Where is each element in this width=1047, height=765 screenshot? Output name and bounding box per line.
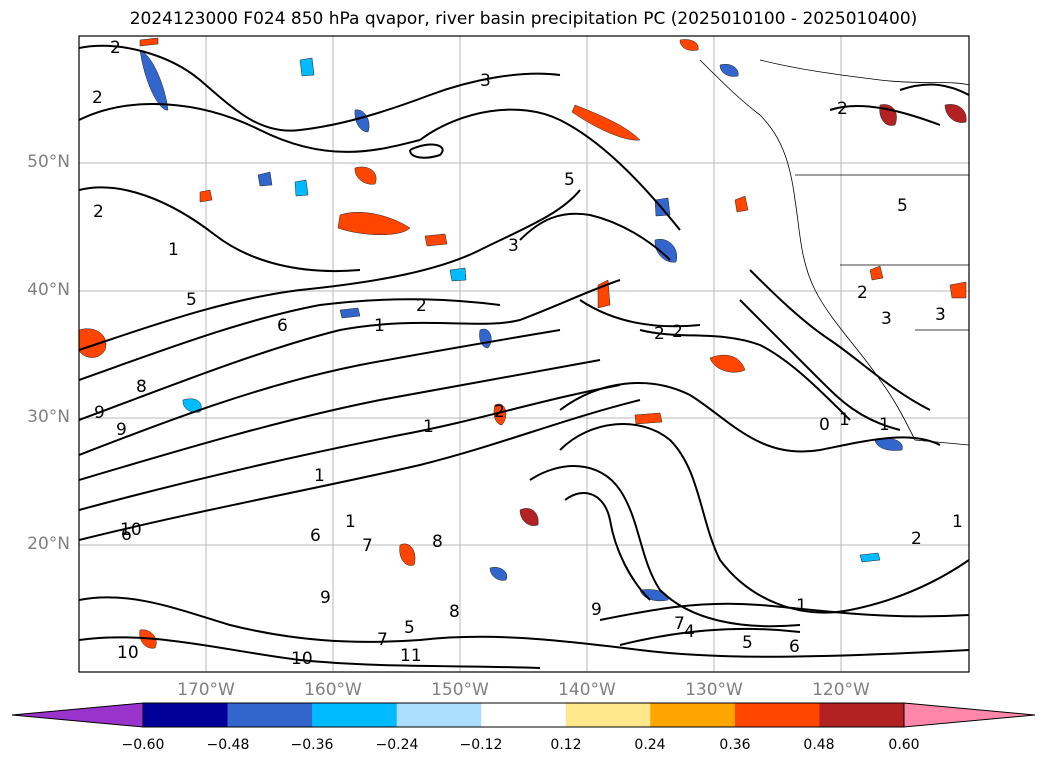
contour-label: 2: [857, 283, 868, 303]
colorbar: [11, 702, 1036, 728]
contour-label: 6: [277, 316, 288, 336]
contour-label: 6: [789, 637, 800, 657]
contour-label: 1: [952, 512, 963, 532]
plot-frame: [78, 35, 970, 673]
lon-label-170w: 170°W: [177, 680, 235, 700]
graticule: [79, 36, 969, 672]
contour-label: 10: [291, 649, 313, 669]
contour-label: 6: [121, 525, 132, 545]
contour-label: 1: [879, 415, 890, 435]
colorbar-cell: [481, 703, 567, 727]
colorbar-cell: [312, 703, 398, 727]
contour-label: 2: [911, 529, 922, 549]
map-title: 2024123000 F024 850 hPa qvapor, river ba…: [129, 9, 918, 29]
contour-label: 2: [92, 88, 103, 108]
contour-label: 5: [742, 633, 753, 653]
precip-patches: [79, 37, 967, 649]
contour-label: 10: [120, 520, 142, 540]
contour-label: 3: [508, 236, 519, 256]
colorbar-cell: [734, 703, 820, 727]
contour-label: 1: [796, 596, 807, 616]
contour-label: 9: [116, 420, 127, 440]
lon-label-150w: 150°W: [431, 680, 489, 700]
contour-label: 3: [480, 71, 491, 91]
contour-label: 1: [423, 417, 434, 437]
contour-label: 9: [320, 588, 331, 608]
colorbar-tick: 0.24: [634, 737, 666, 753]
contour-label: 1: [839, 410, 850, 430]
contour-label: 2: [837, 99, 848, 119]
contour-label: 1: [168, 240, 179, 260]
colorbar-tick: 0.60: [888, 737, 920, 753]
contour-label: 8: [432, 532, 443, 552]
colorbar-cell: [565, 703, 651, 727]
contour-label: 3: [935, 305, 946, 325]
colorbar-cell: [143, 703, 229, 727]
colorbar-cell: [819, 703, 905, 727]
colorbar-tick: −0.60: [121, 737, 165, 753]
colorbar-extend-high: [903, 702, 1036, 728]
qvapor-contours: [79, 44, 969, 669]
contour-label: 4: [684, 622, 695, 642]
contour-label: 9: [94, 403, 105, 423]
contour-label: 5: [564, 170, 575, 190]
contour-label: 1: [345, 512, 356, 532]
contour-label: 0: [819, 415, 830, 435]
contour-label: 2: [93, 202, 104, 222]
contour-label: 7: [674, 614, 685, 634]
colorbar-extend-low: [11, 702, 144, 728]
contour-label: 2: [110, 38, 121, 58]
contour-label: 2: [416, 296, 427, 316]
colorbar-tick: −0.12: [459, 737, 503, 753]
contour-label: 6: [310, 526, 321, 546]
contour-label: 1: [314, 466, 325, 486]
lat-label-20n: 20°N: [27, 534, 70, 554]
contour-label: 7: [362, 536, 373, 556]
lon-label-120w: 120°W: [812, 680, 870, 700]
plot-area: [79, 36, 969, 672]
colorbar-cell: [650, 703, 736, 727]
lon-label-160w: 160°W: [304, 680, 362, 700]
colorbar-cell: [227, 703, 313, 727]
contour-label: 5: [186, 290, 197, 310]
contour-label: 1: [374, 316, 385, 336]
colorbar-tick: −0.24: [375, 737, 419, 753]
lon-label-140w: 140°W: [558, 680, 616, 700]
contour-label: 5: [404, 618, 415, 638]
contour-label: 10: [117, 643, 139, 663]
colorbar-tick: 0.48: [803, 737, 835, 753]
lat-label-50n: 50°N: [27, 152, 70, 172]
colorbar-tick: −0.48: [206, 737, 250, 753]
lon-label-130w: 130°W: [685, 680, 743, 700]
contour-label: 8: [449, 602, 460, 622]
contour-label: 8: [136, 377, 147, 397]
lat-label-30n: 30°N: [27, 407, 70, 427]
colorbar-tick: −0.36: [290, 737, 334, 753]
contour-label: 2: [672, 322, 683, 342]
coastline: [699, 59, 969, 446]
contour-label: 9: [591, 600, 602, 620]
contour-label: 3: [881, 309, 892, 329]
colorbar-tick: 0.12: [550, 737, 582, 753]
contour-label: 2: [654, 324, 665, 344]
lat-label-40n: 40°N: [27, 280, 70, 300]
colorbar-cell: [396, 703, 482, 727]
contour-label: 11: [400, 646, 422, 666]
colorbar-tick: 0.36: [719, 737, 751, 753]
contour-label: 7: [377, 630, 388, 650]
colorbar-frame: [142, 702, 905, 728]
contour-label: 5: [897, 196, 908, 216]
contour-label: 2: [494, 402, 505, 422]
